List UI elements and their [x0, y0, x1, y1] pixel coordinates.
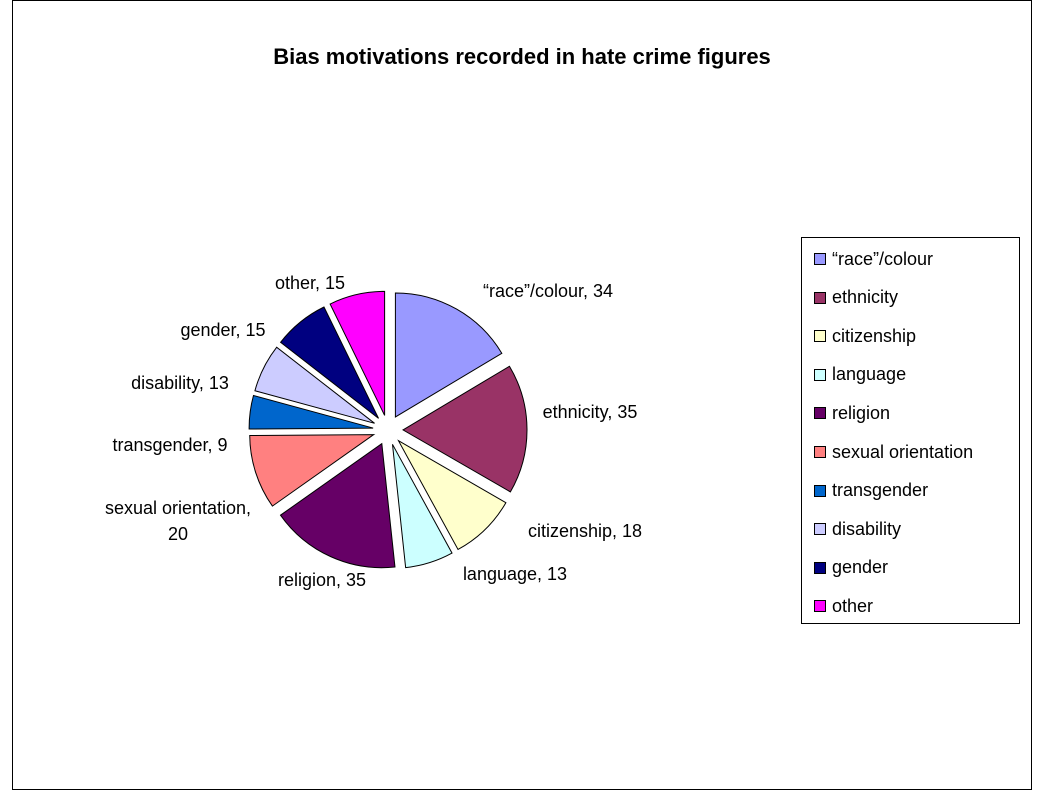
data-label: language, 13	[463, 564, 567, 584]
data-label: sexual orientation, 20	[105, 498, 251, 544]
data-label: disability, 13	[131, 373, 229, 393]
legend-swatch	[814, 407, 826, 420]
legend-label: sexual orientation	[832, 441, 974, 462]
pie-slice-sexual-orientation	[249, 434, 376, 507]
pie-slice-citizenship	[397, 439, 507, 551]
pie-chart: “race”/colour, 34 ethnicity, 35 citizenshi…	[105, 273, 642, 590]
legend-swatch	[814, 368, 826, 381]
legend-item: gender	[802, 555, 888, 581]
legend-item: “race”/colour	[802, 246, 933, 272]
pie-slice-race-colour	[394, 292, 503, 418]
legend-swatch	[814, 291, 826, 304]
legend: “race”/colour ethnicity citizenship languag…	[801, 237, 1020, 624]
legend-swatch	[814, 561, 826, 574]
legend-label: citizenship	[832, 325, 917, 346]
data-label-line: 20	[168, 524, 188, 544]
pie-slice-language	[391, 444, 453, 569]
data-label: transgender, 9	[112, 435, 227, 455]
legend-label: religion	[832, 402, 891, 423]
data-label: gender, 15	[180, 320, 265, 340]
legend-swatch	[814, 523, 826, 536]
legend-label: other	[832, 595, 874, 616]
legend-item: disability	[802, 516, 901, 542]
data-label: citizenship, 18	[528, 521, 642, 541]
data-label: “race”/colour, 34	[483, 281, 613, 301]
pie-slice-disability	[254, 346, 375, 424]
legend-item: other	[802, 593, 873, 619]
legend-label: transgender	[832, 480, 929, 501]
pie-slice-transgender	[248, 394, 374, 430]
legend-item: sexual orientation	[802, 439, 973, 465]
data-label: religion, 35	[278, 570, 366, 590]
legend-label: language	[832, 364, 907, 385]
legend-item: language	[802, 362, 906, 388]
legend-label: gender	[832, 557, 889, 578]
legend-item: citizenship	[802, 323, 916, 349]
legend-item: religion	[802, 400, 890, 426]
chart-title: Bias motivations recorded in hate crime …	[273, 44, 771, 69]
pie-slice-ethnicity	[402, 365, 528, 493]
legend-label: “race”/colour	[832, 248, 934, 269]
legend-swatch	[814, 484, 826, 497]
data-label: ethnicity, 35	[543, 402, 638, 422]
legend-item: ethnicity	[802, 285, 898, 311]
legend-swatch	[814, 600, 826, 613]
pie-slice-religion	[279, 442, 396, 569]
data-label: other, 15	[275, 273, 345, 293]
pie-slice-other	[329, 290, 386, 416]
legend-label: disability	[832, 518, 902, 539]
legend-item: transgender	[802, 478, 928, 504]
pie-slice-gender	[279, 306, 379, 419]
legend-label: ethnicity	[832, 287, 899, 308]
legend-swatch	[814, 253, 826, 265]
legend-swatch	[814, 330, 826, 343]
data-label-line: sexual orientation,	[105, 498, 251, 518]
legend-swatch	[814, 446, 826, 458]
